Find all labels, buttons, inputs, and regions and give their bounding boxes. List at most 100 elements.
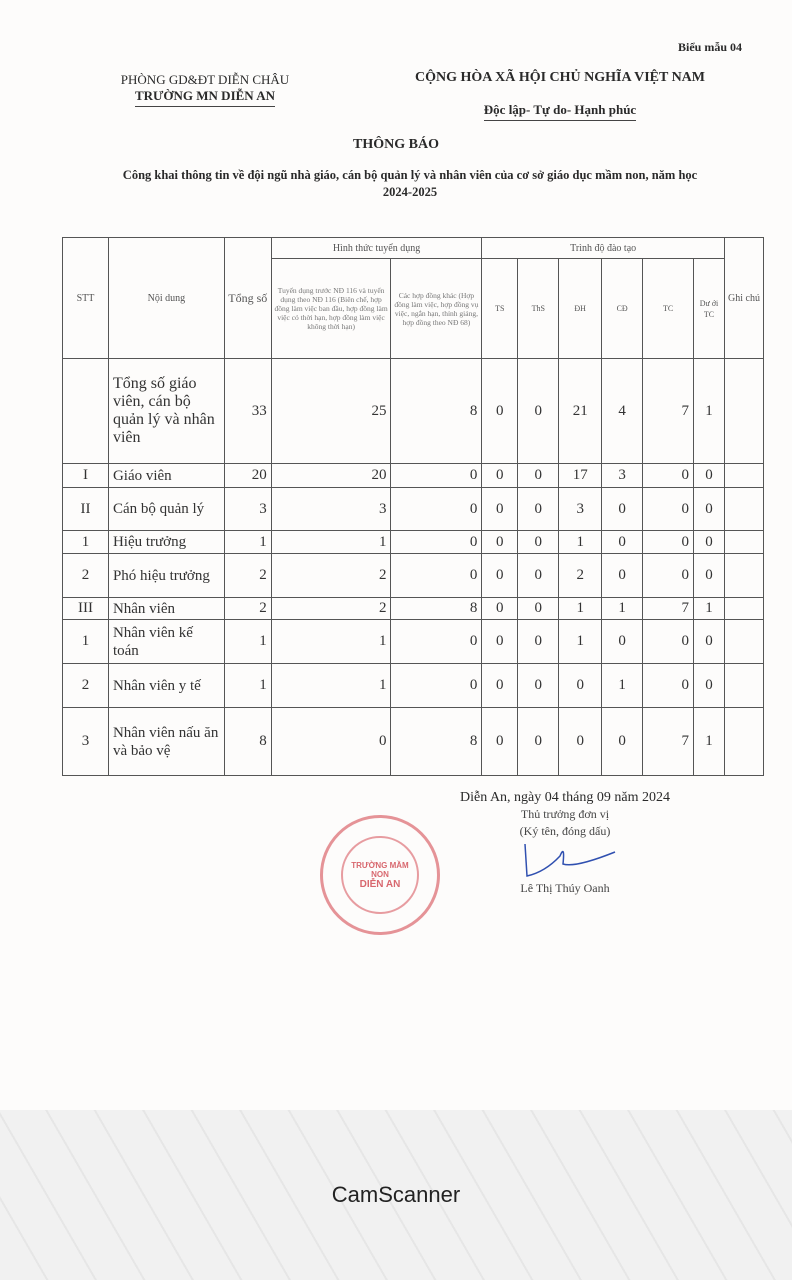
- cell-tc: 0: [642, 619, 695, 664]
- cell-content: Giáo viên: [107, 463, 225, 488]
- place-date: Diễn An, ngày 04 tháng 09 năm 2024: [460, 790, 670, 805]
- cell-ts: 0: [481, 597, 519, 620]
- department: PHÒNG GD&ĐT DIỄN CHÂU: [120, 72, 290, 87]
- motto: Độc lập- Tự do- Hạnh phúc: [483, 102, 637, 121]
- cell-b: 0: [390, 463, 483, 488]
- cell-dh: 0: [558, 663, 603, 708]
- cell-tc: 0: [642, 487, 695, 531]
- cell-below: 0: [693, 553, 725, 598]
- cell-b: 8: [390, 707, 483, 776]
- cell-stt: I: [62, 463, 109, 488]
- cell-total: 33: [223, 358, 272, 464]
- cell-stt: [62, 358, 109, 464]
- cell-ts: 0: [481, 707, 519, 776]
- cell-b: 0: [390, 663, 483, 708]
- cell-tc: 0: [642, 463, 695, 488]
- cell-b: 0: [390, 530, 483, 554]
- cell-b: 0: [390, 553, 483, 598]
- table-row: 3 Nhân viên nấu ăn và bảo vệ 8 0 8 0 0 0 0 7 1: [62, 707, 765, 776]
- cell-content: Nhân viên: [107, 597, 225, 620]
- cell-a: 20: [270, 463, 392, 488]
- cell-total: 1: [223, 619, 272, 664]
- scanned-page: Biểu mẫu 04 PHÒNG GD&ĐT DIỄN CHÂU TRƯỜNG…: [62, 40, 765, 935]
- cell-ts: 0: [481, 358, 519, 464]
- cell-b: 8: [390, 358, 483, 464]
- header-note: Ghi chú: [723, 237, 765, 359]
- cell-below: 1: [693, 358, 725, 464]
- signature-block: Diễn An, ngày 04 tháng 09 năm 2024 Thủ t…: [400, 790, 730, 897]
- cell-cd: 1: [601, 597, 644, 620]
- header-below-tc: Dư ới TC: [693, 258, 725, 359]
- table-row: 1 Hiệu trưởng 1 1 0 0 0 1 0 0 0: [62, 530, 765, 554]
- cell-below: 0: [693, 663, 725, 708]
- header-content: Nội dung: [107, 237, 225, 359]
- document-subtitle: Công khai thông tin về đội ngũ nhà giáo,…: [122, 168, 698, 199]
- cell-total: 2: [223, 597, 272, 620]
- cell-content: Nhân viên y tế: [107, 663, 225, 708]
- cell-note: [723, 530, 765, 554]
- cell-ts: 0: [481, 619, 519, 664]
- cell-note: [723, 553, 765, 598]
- cell-ths: 0: [517, 707, 560, 776]
- cell-ts: 0: [481, 487, 519, 531]
- header-cd: CĐ: [601, 258, 644, 359]
- cell-stt: 2: [62, 663, 109, 708]
- table-row: I Giáo viên 20 20 0 0 0 17 3 0 0: [62, 463, 765, 488]
- cell-a: 25: [270, 358, 392, 464]
- sign-instruction: (Ký tên, đóng dấu): [519, 824, 611, 838]
- cell-total: 20: [223, 463, 272, 488]
- signer-name: Lê Thị Thúy Oanh: [520, 881, 610, 895]
- cell-ths: 0: [517, 553, 560, 598]
- header-total: Tổng số: [223, 237, 272, 359]
- cell-content: Cán bộ quản lý: [107, 487, 225, 531]
- cell-cd: 0: [601, 707, 644, 776]
- cell-stt: III: [62, 597, 109, 620]
- cell-a: 1: [270, 530, 392, 554]
- cell-cd: 0: [601, 619, 644, 664]
- cell-a: 1: [270, 619, 392, 664]
- cell-ths: 0: [517, 597, 560, 620]
- cell-cd: 0: [601, 487, 644, 531]
- cell-ts: 0: [481, 463, 519, 488]
- handwritten-signature: [524, 843, 616, 877]
- header-ths: ThS: [517, 258, 560, 359]
- camscanner-watermark: CamScanner: [331, 1182, 461, 1207]
- cell-ths: 0: [517, 530, 560, 554]
- cell-cd: 0: [601, 530, 644, 554]
- cell-tc: 0: [642, 530, 695, 554]
- cell-stt: 2: [62, 553, 109, 598]
- cell-note: [723, 463, 765, 488]
- cell-content: Nhân viên nấu ăn và bảo vệ: [107, 707, 225, 776]
- header-recruit-a: Tuyển dụng trước NĐ 116 và tuyển dụng th…: [270, 258, 392, 359]
- cell-stt: 1: [62, 530, 109, 554]
- cell-note: [723, 707, 765, 776]
- school-stamp: TRƯỜNG MẦM NON DIỄN AN: [320, 815, 440, 935]
- cell-below: 0: [693, 619, 725, 664]
- header-recruit-b: Các hợp đồng khác (Hợp đồng làm việc, hợ…: [390, 258, 483, 359]
- cell-dh: 17: [558, 463, 603, 488]
- cell-content: Hiệu trưởng: [107, 530, 225, 554]
- cell-note: [723, 619, 765, 664]
- cell-below: 0: [693, 463, 725, 488]
- cell-below: 1: [693, 597, 725, 620]
- cell-stt: II: [62, 487, 109, 531]
- cell-ths: 0: [517, 663, 560, 708]
- cell-below: 1: [693, 707, 725, 776]
- stamp-place: DIỄN AN: [359, 878, 401, 890]
- cell-cd: 4: [601, 358, 644, 464]
- cell-tc: 7: [642, 358, 695, 464]
- header-level: Trình độ đào tạo: [481, 237, 725, 259]
- header-stt: STT: [62, 237, 109, 359]
- cell-ths: 0: [517, 358, 560, 464]
- cell-dh: 1: [558, 530, 603, 554]
- table-row: 2 Nhân viên y tế 1 1 0 0 0 0 1 0 0: [62, 663, 765, 708]
- cell-ts: 0: [481, 663, 519, 708]
- left-header: PHÒNG GD&ĐT DIỄN CHÂU TRƯỜNG MN DIỄN AN: [100, 72, 310, 107]
- table-row: 1 Nhân viên kế toán 1 1 0 0 0 1 0 0 0: [62, 619, 765, 664]
- stamp-text: TRƯỜNG MẦM NON: [351, 860, 409, 879]
- cell-note: [723, 358, 765, 464]
- cell-content: Phó hiệu trưởng: [107, 553, 225, 598]
- cell-a: 2: [270, 553, 392, 598]
- cell-a: 2: [270, 597, 392, 620]
- cell-ts: 0: [481, 553, 519, 598]
